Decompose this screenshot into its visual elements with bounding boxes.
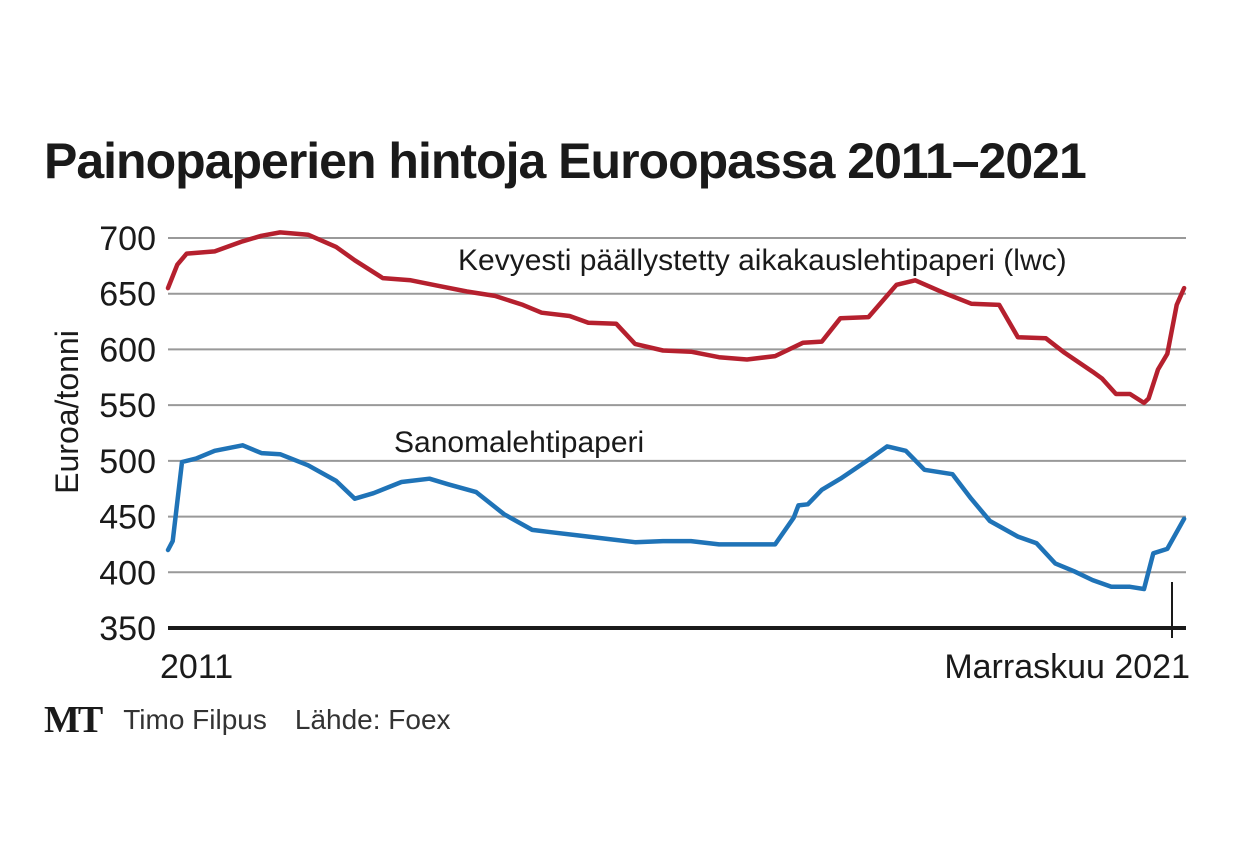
y-axis-label: Euroa/tonni xyxy=(49,330,85,494)
y-tick-label-700: 700 xyxy=(99,220,156,258)
y-tick-label-450: 450 xyxy=(99,499,156,537)
y-tick-label-550: 550 xyxy=(99,387,156,425)
chart-title: Painopaperien hintoja Euroopassa 2011–20… xyxy=(44,133,1087,189)
series-line-newsprint xyxy=(165,443,1187,592)
y-tick-label-600: 600 xyxy=(99,331,156,369)
y-tick-label-400: 400 xyxy=(99,554,156,592)
y-tick-label-500: 500 xyxy=(99,443,156,481)
x-tick-label-end: Marraskuu 2021 xyxy=(944,648,1190,686)
source-credit: Lähde: Foex xyxy=(294,704,451,735)
series-labels: Kevyesti päällystetty aikakauslehtipaper… xyxy=(394,244,1067,459)
series-line-lwc xyxy=(165,230,1187,406)
y-tick-label-350: 350 xyxy=(99,610,156,648)
x-tick-label-start: 2011 xyxy=(160,648,233,686)
gridlines xyxy=(168,237,1186,574)
series-label-newsprint: Sanomalehtipaperi xyxy=(394,426,644,459)
mt-logo: MT xyxy=(44,699,103,741)
footer: MT Timo Filpus Lähde: Foex xyxy=(44,698,479,742)
author-credit: Timo Filpus xyxy=(123,704,267,735)
series-label-lwc: Kevyesti päällystetty aikakauslehtipaper… xyxy=(458,244,1067,277)
series-lines xyxy=(165,230,1187,592)
y-tick-labels: 350 400 450 500 550 600 650 700 xyxy=(99,220,156,648)
y-tick-label-650: 650 xyxy=(99,276,156,314)
